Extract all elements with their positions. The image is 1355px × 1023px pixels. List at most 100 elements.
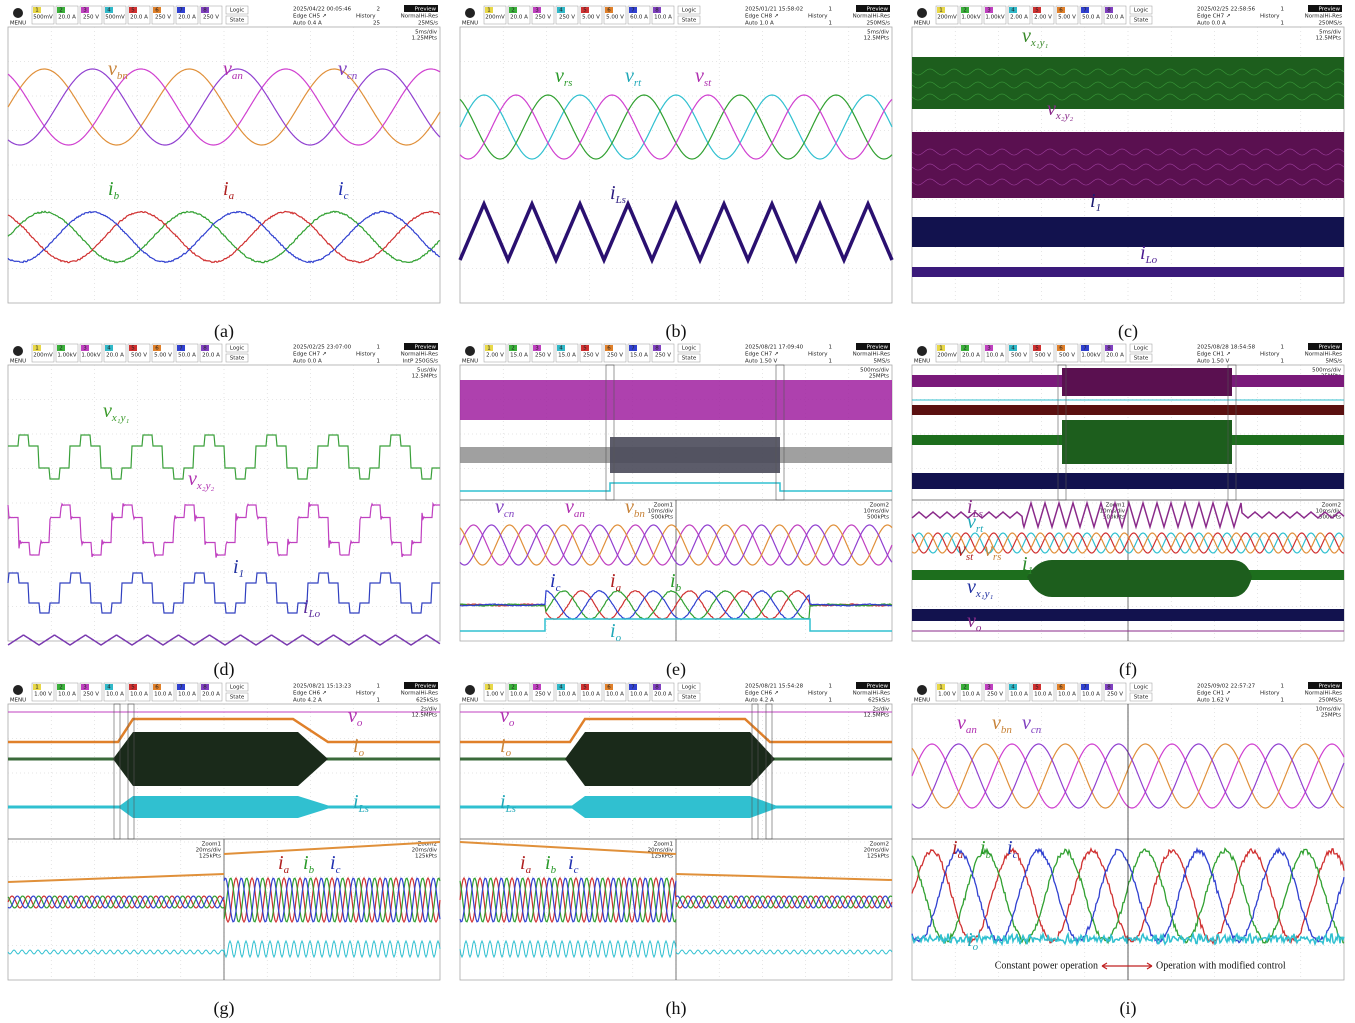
record-length: 12.5MPts <box>412 374 437 380</box>
channel-number: 4 <box>559 685 563 691</box>
channel-number: 4 <box>559 8 563 14</box>
trigger-level: Auto 0.4 A <box>293 21 322 27</box>
channel-number: 3 <box>535 8 539 14</box>
channel-scale: 10.0 A <box>154 692 172 698</box>
channel-number: 1 <box>35 685 39 691</box>
history-total: 25 <box>373 21 380 27</box>
channel-scale: 10.0 A <box>630 692 648 698</box>
channel-scale: 1.00 V <box>34 692 52 698</box>
annotation: Operation with modified control <box>1156 960 1286 971</box>
channel-scale: 5.00 V <box>1058 15 1076 21</box>
state-label: State <box>1134 18 1149 24</box>
channel-scale: 20.0 A <box>510 15 528 21</box>
channel-number: 8 <box>203 8 207 14</box>
signal-symbol: v <box>338 58 347 80</box>
signal-subscript: an <box>232 70 244 82</box>
channel-number: 2 <box>511 346 515 352</box>
channel-scale: 20.0 A <box>1106 353 1124 359</box>
channel-number: 2 <box>963 346 967 352</box>
preview-label: Preview <box>867 345 889 351</box>
panel-caption: (h) <box>666 998 687 1019</box>
channel-scale: 250 V <box>155 15 171 21</box>
channel-number: 2 <box>963 685 967 691</box>
trigger-level: Auto 0.0 A <box>293 359 322 365</box>
menu-label: MENU <box>914 698 930 704</box>
zoom-points: 125kPts <box>867 854 889 860</box>
waveform-band <box>912 405 1344 415</box>
channel-scale: 15.0 A <box>510 353 528 359</box>
menu-label: MENU <box>914 21 930 27</box>
signal-subscript: a <box>229 190 235 202</box>
plot-area: 5us/div12.5MPtsvx₁y₁vx₂y₂i1iLo <box>8 365 440 645</box>
sample-rate: 250MS/s <box>1319 698 1343 704</box>
signal-subscript: x₂y₂ <box>1055 110 1074 122</box>
channel-scale: 1.00kV <box>1081 353 1100 359</box>
channel-number: 8 <box>1107 346 1111 352</box>
acq-date: 2025/09/02 22:57:27 <box>1197 684 1256 690</box>
channel-number: 6 <box>155 346 159 352</box>
history-count: 1 <box>829 345 833 351</box>
signal-subscript: c <box>556 582 561 594</box>
channel-number: 4 <box>1011 8 1015 14</box>
waveform-band <box>1062 420 1232 464</box>
preview-label: Preview <box>1319 684 1341 690</box>
signal-subscript: x₁y₁ <box>111 412 130 424</box>
signal-subscript: x₂y₂ <box>196 480 215 492</box>
acq-mode: NormalHi-Res <box>853 352 891 358</box>
panel-caption: (i) <box>1120 998 1137 1019</box>
channel-number: 3 <box>535 685 539 691</box>
channel-number: 8 <box>1107 685 1111 691</box>
plot-area: 500ms/div25MPtsZoom110ms/div500kPtsZoom2… <box>460 365 892 644</box>
menu-label: MENU <box>10 21 26 27</box>
waveform-band <box>1062 368 1232 396</box>
preview-label: Preview <box>415 684 437 690</box>
waveform-band <box>118 796 333 818</box>
channel-number: 1 <box>939 8 943 14</box>
menu-label: MENU <box>914 359 930 365</box>
signal-subscript: b <box>676 582 682 594</box>
channel-number: 7 <box>1083 346 1087 352</box>
acq-date: 2025/08/21 15:13:23 <box>293 684 352 690</box>
channel-number: 8 <box>203 346 207 352</box>
waveform-band <box>1027 560 1252 597</box>
signal-subscript: Lo <box>308 608 321 620</box>
signal-subscript: b <box>309 864 315 876</box>
menu-label: MENU <box>462 21 478 27</box>
channel-number: 1 <box>487 346 491 352</box>
channel-scale: 20.0 A <box>202 692 220 698</box>
channel-scale: 10.0 A <box>582 692 600 698</box>
signal-subscript: rt <box>634 77 642 89</box>
channel-number: 3 <box>83 346 87 352</box>
history-label: History <box>808 691 828 697</box>
scope-panel: MENU1200mV220.0 A310.0 A4500 V5500 V6500… <box>912 343 1344 680</box>
channel-scale: 200mV <box>485 15 505 21</box>
acq-date: 2025/08/21 15:54:28 <box>745 684 804 690</box>
trigger: Edge CH7 ↗ <box>745 352 778 358</box>
trigger: Edge CH7 ↗ <box>293 352 326 358</box>
record-length: 12.5MPts <box>412 713 437 719</box>
history-total: 1 <box>1281 698 1285 704</box>
acq-mode: NormalHi-Res <box>1305 691 1343 697</box>
acq-mode: NormalHi-Res <box>401 352 439 358</box>
scope-panel: MENU12.00 V215.0 A3250 V415.0 A5250 V625… <box>460 343 892 680</box>
plot-area: 500ms/div25MPtsZoom110ms/div500kPtsZoom2… <box>912 365 1344 641</box>
signal-subscript: cn <box>504 508 515 520</box>
channel-scale: 10.0 A <box>1082 692 1100 698</box>
signal-subscript: st <box>966 551 974 563</box>
history-total: 1 <box>829 359 833 365</box>
channel-scale: 1.00 V <box>938 692 956 698</box>
trigger-level: Auto 1.50 V <box>745 359 778 365</box>
signal-subscript: x₁y₁ <box>1030 37 1049 49</box>
history-label: History <box>1260 352 1280 358</box>
channel-scale: 10.0 A <box>606 692 624 698</box>
signal-subscript: o <box>509 717 515 729</box>
sample-rate: 250MS/s <box>1319 21 1343 27</box>
channel-scale: 10.0 A <box>1034 692 1052 698</box>
acq-mode: NormalHi-Res <box>401 14 439 20</box>
plot-area: 2s/div12.5MPtsZoom120ms/div125kPtsZoom22… <box>460 704 892 980</box>
menu-label: MENU <box>10 359 26 365</box>
history-label: History <box>1260 14 1280 20</box>
signal-subscript: o <box>616 632 622 644</box>
signal-symbol: v <box>695 65 704 87</box>
